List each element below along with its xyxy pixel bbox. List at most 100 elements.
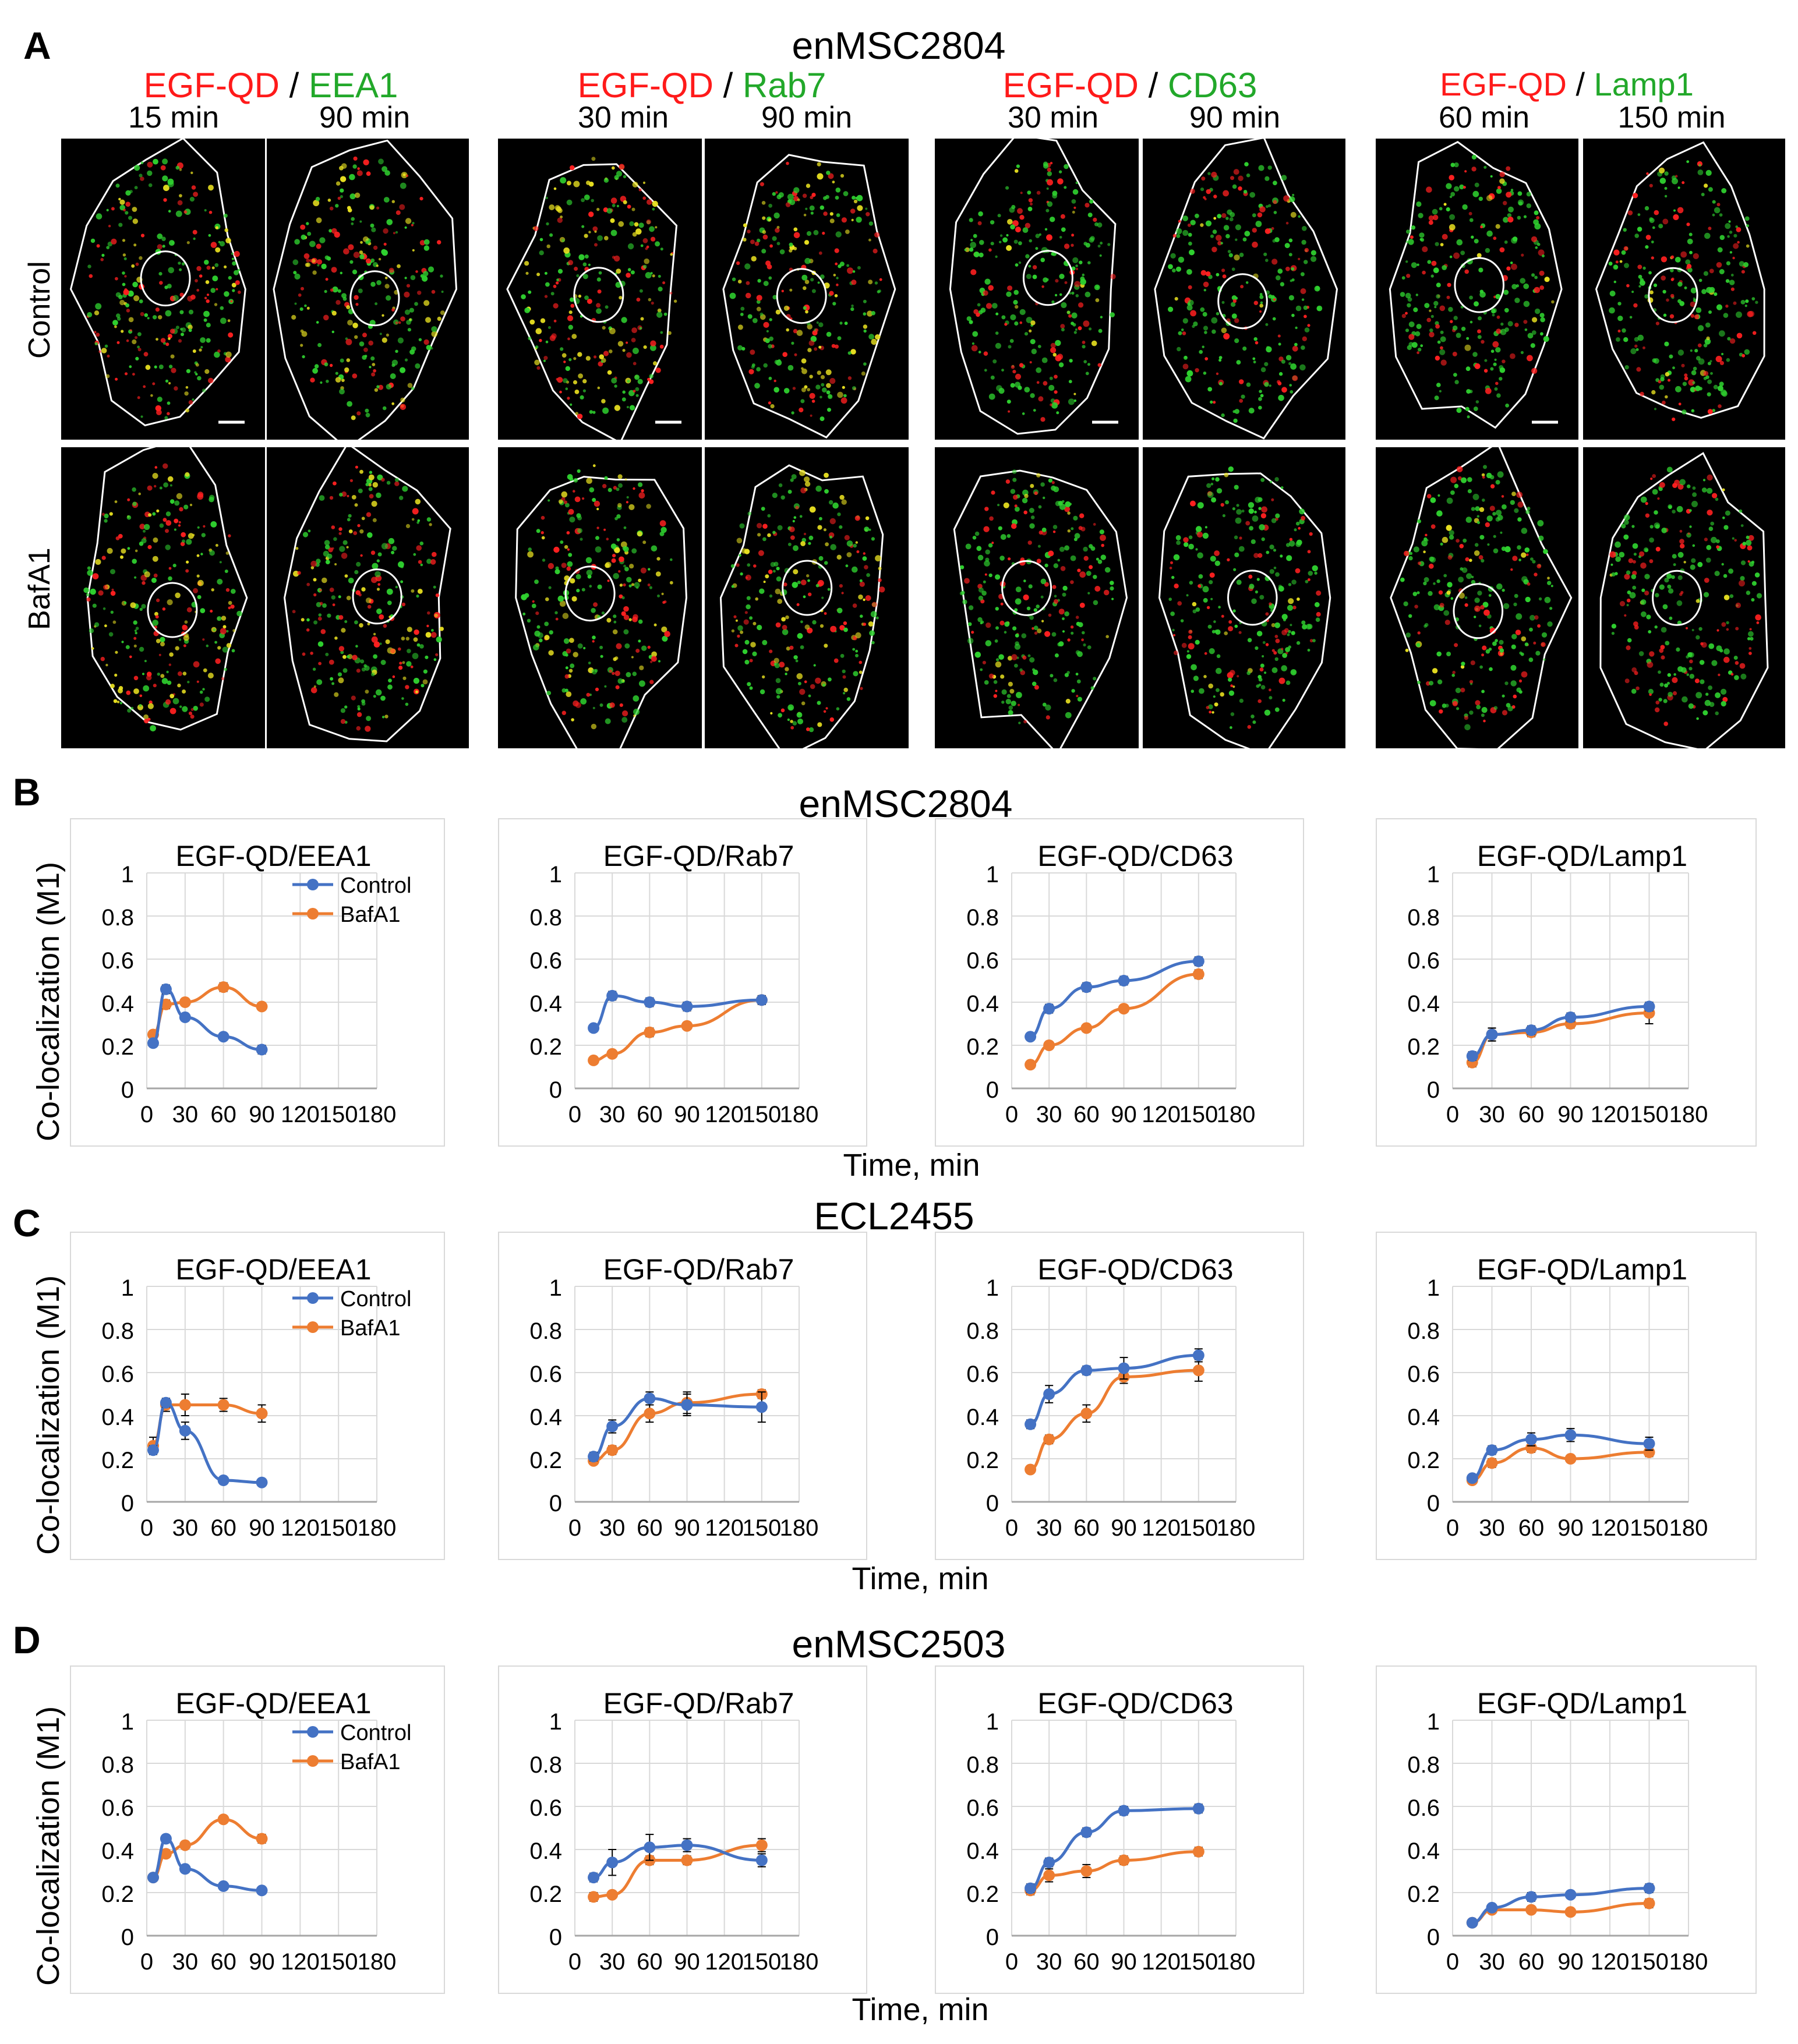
fluorescent-spot <box>786 328 789 332</box>
fluorescent-spot <box>635 394 639 397</box>
fluorescent-spot <box>1495 480 1500 485</box>
fluorescent-spot <box>1710 521 1715 526</box>
y-tick-label: 1 <box>121 1275 134 1301</box>
fluorescent-spot <box>1070 580 1074 584</box>
fluorescent-spot <box>575 412 579 416</box>
section-title-b: enMSC2804 <box>799 782 1013 825</box>
fluorescent-spot <box>1288 253 1292 257</box>
fluorescent-spot <box>1100 242 1103 245</box>
fluorescent-spot <box>1732 537 1735 540</box>
fluorescent-spot <box>1639 280 1645 286</box>
fluorescent-spot <box>796 673 803 680</box>
fluorescent-spot <box>631 327 637 333</box>
fluorescent-spot <box>804 240 810 245</box>
fluorescent-spot <box>1105 635 1109 638</box>
fluorescent-spot <box>627 204 631 209</box>
fluorescent-spot <box>1230 212 1235 218</box>
fluorescent-spot <box>139 607 143 611</box>
fluorescent-spot <box>217 578 223 585</box>
fluorescent-spot <box>1746 590 1751 595</box>
fluorescent-spot <box>657 594 660 597</box>
fluorescent-spot <box>1482 498 1485 502</box>
fluorescent-spot <box>1258 165 1264 171</box>
fluorescent-spot <box>613 255 620 262</box>
fluorescent-spot <box>1638 285 1641 288</box>
fluorescent-spot <box>1030 339 1036 345</box>
fluorescent-spot <box>1475 700 1481 706</box>
fluorescent-spot <box>592 640 595 643</box>
series-line-bafa1 <box>152 1817 262 1879</box>
fluorescent-spot <box>435 593 440 597</box>
fluorescent-spot <box>1082 631 1085 635</box>
fluorescent-spot <box>1075 328 1078 331</box>
cell-outline <box>1390 447 1573 748</box>
fluorescent-spot <box>852 648 856 651</box>
fluorescent-spot <box>824 489 829 494</box>
fluorescent-spot <box>377 583 381 586</box>
fluorescent-spot <box>1529 614 1535 621</box>
fluorescent-spot <box>1699 660 1705 665</box>
fluorescent-spot <box>789 706 793 710</box>
fluorescent-spot <box>1450 192 1456 197</box>
fluorescent-spot <box>801 701 806 706</box>
fluorescent-spot <box>1054 595 1057 597</box>
fluorescent-spot <box>1691 629 1694 631</box>
fluorescent-spot <box>1661 256 1668 263</box>
fluorescent-spot <box>1677 349 1684 356</box>
fluorescent-spot <box>399 662 402 665</box>
fluorescent-spot <box>110 684 115 688</box>
fluorescent-spot <box>1079 260 1083 264</box>
fluorescent-spot <box>305 263 309 267</box>
fluorescent-spot <box>1260 367 1266 373</box>
fluorescent-spot <box>394 481 400 486</box>
fluorescent-spot <box>659 344 664 349</box>
fluorescent-spot <box>116 701 120 703</box>
fluorescent-spot <box>188 400 193 405</box>
fluorescent-spot <box>1107 243 1111 246</box>
fluorescent-spot <box>197 526 200 529</box>
fluorescent-spot <box>1218 356 1223 359</box>
fluorescent-spot <box>1654 522 1661 529</box>
fluorescent-spot <box>1511 284 1517 289</box>
fluorescent-spot <box>801 387 806 392</box>
fluorescent-spot <box>623 526 627 529</box>
fluorescent-spot <box>772 236 777 241</box>
fluorescent-spot <box>1453 252 1460 259</box>
fluorescent-spot <box>673 299 677 303</box>
fluorescent-spot <box>127 708 132 713</box>
fluorescent-spot <box>1050 342 1056 348</box>
fluorescent-spot <box>1619 551 1625 558</box>
fluorescent-spot <box>1273 211 1277 214</box>
fluorescent-spot <box>153 684 157 688</box>
fluorescent-spot <box>160 636 165 642</box>
fluorescent-spot <box>852 386 856 391</box>
fluorescent-spot <box>401 697 404 700</box>
fluorescent-spot <box>1431 260 1437 266</box>
fluorescent-spot <box>412 222 415 225</box>
fluorescent-spot <box>346 596 351 600</box>
fluorescent-spot <box>637 379 643 384</box>
fluorescent-spot <box>601 611 605 615</box>
fluorescent-spot <box>1056 411 1059 415</box>
fluorescent-spot <box>967 622 972 627</box>
fluorescent-spot <box>1504 546 1511 553</box>
fluorescent-spot <box>1679 539 1684 544</box>
fluorescent-spot <box>1211 171 1217 178</box>
fluorescent-spot <box>995 255 998 258</box>
fluorescent-spot <box>1449 175 1454 181</box>
fluorescent-spot <box>613 614 617 618</box>
fluorescent-spot <box>1255 590 1258 594</box>
fluorescent-spot <box>212 275 218 282</box>
fluorescent-spot <box>1195 526 1202 532</box>
fluorescent-spot <box>1052 525 1058 529</box>
fluorescent-spot <box>602 326 606 330</box>
fluorescent-spot <box>823 710 826 713</box>
fluorescent-spot <box>1721 391 1728 397</box>
fluorescent-spot <box>1305 579 1309 584</box>
fluorescent-spot <box>626 501 628 504</box>
data-point-control <box>1118 1362 1130 1374</box>
fluorescent-spot <box>1672 554 1677 559</box>
fluorescent-spot <box>800 487 807 494</box>
fluorescent-spot <box>294 273 301 280</box>
fluorescent-spot <box>1000 602 1004 606</box>
